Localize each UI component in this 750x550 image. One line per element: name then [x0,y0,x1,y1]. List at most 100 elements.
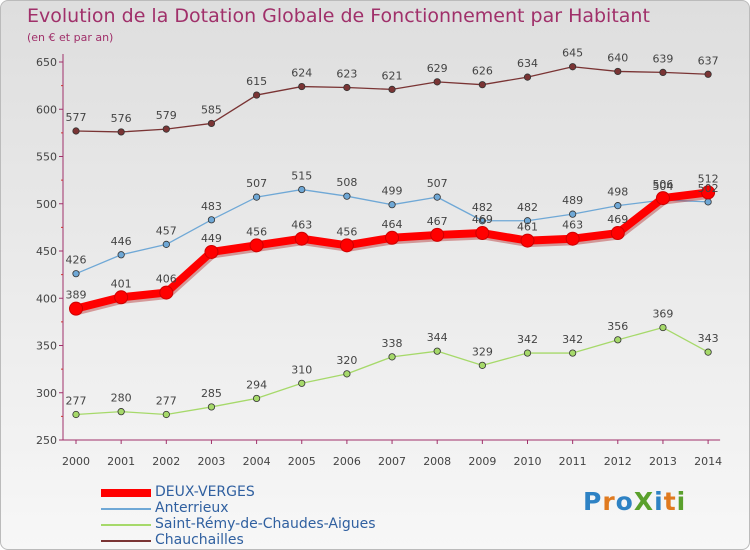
data-label: 482 [517,201,538,214]
data-point [343,83,351,92]
data-label: 449 [201,232,222,245]
data-point [478,361,486,369]
data-label: 467 [427,215,448,228]
legend-label: DEUX-VERGES [155,484,255,500]
data-label: 504 [652,180,673,193]
data-label: 277 [156,394,177,407]
data-label: 320 [336,354,357,367]
data-point [388,85,396,94]
x-tick-label: 2003 [197,455,225,468]
data-point [659,68,667,76]
logo-letter: o [615,487,634,516]
data-label: 389 [66,289,87,302]
data-label: 506 [652,178,673,191]
data-point [114,290,129,305]
data-label: 294 [246,378,267,391]
data-label: 640 [607,51,628,64]
chart-subtitle: (en € et par an) [27,31,114,44]
data-label: 469 [607,213,628,226]
data-point [339,238,354,253]
data-point [478,217,486,225]
data-point [298,185,306,194]
data-point [72,127,80,135]
data-point [614,336,622,344]
data-label: 310 [291,363,312,376]
x-tick-label: 2014 [694,455,722,468]
data-point [159,285,174,300]
data-point [117,251,125,259]
data-point [569,349,577,357]
data-point [162,240,170,248]
x-tick-label: 2002 [152,455,180,468]
legend-swatch [101,540,151,542]
data-point [298,82,306,91]
data-point [388,353,396,361]
x-tick-label: 2012 [604,455,632,468]
data-label: 499 [382,185,403,198]
data-point [704,70,712,78]
x-tick-label: 2007 [378,455,406,468]
data-point [343,370,351,378]
data-label: 507 [246,177,267,190]
data-point [253,394,261,403]
data-label: 502 [698,182,719,195]
data-point [655,191,670,206]
data-label: 456 [246,225,267,238]
data-label: 639 [652,52,673,65]
data-point [614,202,622,210]
data-label: 356 [607,320,628,333]
data-label: 637 [698,54,719,67]
data-point [72,410,80,419]
data-point [69,301,83,316]
data-point [523,217,532,225]
data-point [478,81,486,89]
data-point [659,323,667,332]
data-label: 585 [201,103,222,116]
y-tick-label: 550 [36,151,57,164]
data-point [610,226,625,241]
y-tick-label: 250 [36,434,57,447]
legend-label: Anterrieux [155,500,229,516]
data-label: 461 [517,221,538,234]
chart-title: Evolution de la Dotation Globale de Fonc… [27,5,650,27]
data-point [433,78,441,86]
data-point [388,201,396,209]
x-tick-label: 2008 [423,455,451,468]
data-label: 515 [291,170,312,183]
data-label: 342 [562,333,583,346]
data-point [343,192,351,200]
data-label: 483 [201,200,222,213]
data-point [430,227,445,242]
data-label: 623 [336,68,357,81]
logo-letter: r [602,487,616,516]
y-tick-label: 450 [36,245,57,258]
data-label: 629 [427,62,448,75]
data-label: 457 [156,224,177,237]
legend-label: Saint-Rémy-de-Chaudes-Aigues [155,516,376,532]
data-point [523,73,532,81]
data-point [433,347,441,355]
data-label: 456 [336,225,357,238]
x-tick-label: 2011 [559,455,587,468]
logo-letter: X [633,487,655,516]
data-label: 329 [472,345,493,358]
y-tick-label: 300 [36,387,57,400]
data-label: 482 [472,201,493,214]
data-point [569,210,577,218]
data-label: 576 [111,112,132,125]
data-label: 285 [201,387,222,400]
data-point [298,379,306,387]
x-tick-label: 2013 [649,455,677,468]
data-point [565,231,580,246]
y-tick-label: 650 [36,56,57,69]
data-point [117,408,125,416]
x-tick-label: 2001 [107,455,135,468]
y-tick-label: 500 [36,198,57,211]
data-label: 338 [382,337,403,350]
y-tick-label: 600 [36,103,57,116]
data-point [162,125,170,133]
data-label: 512 [698,172,719,185]
data-label: 369 [652,308,673,321]
logo-letter: P [583,487,603,516]
